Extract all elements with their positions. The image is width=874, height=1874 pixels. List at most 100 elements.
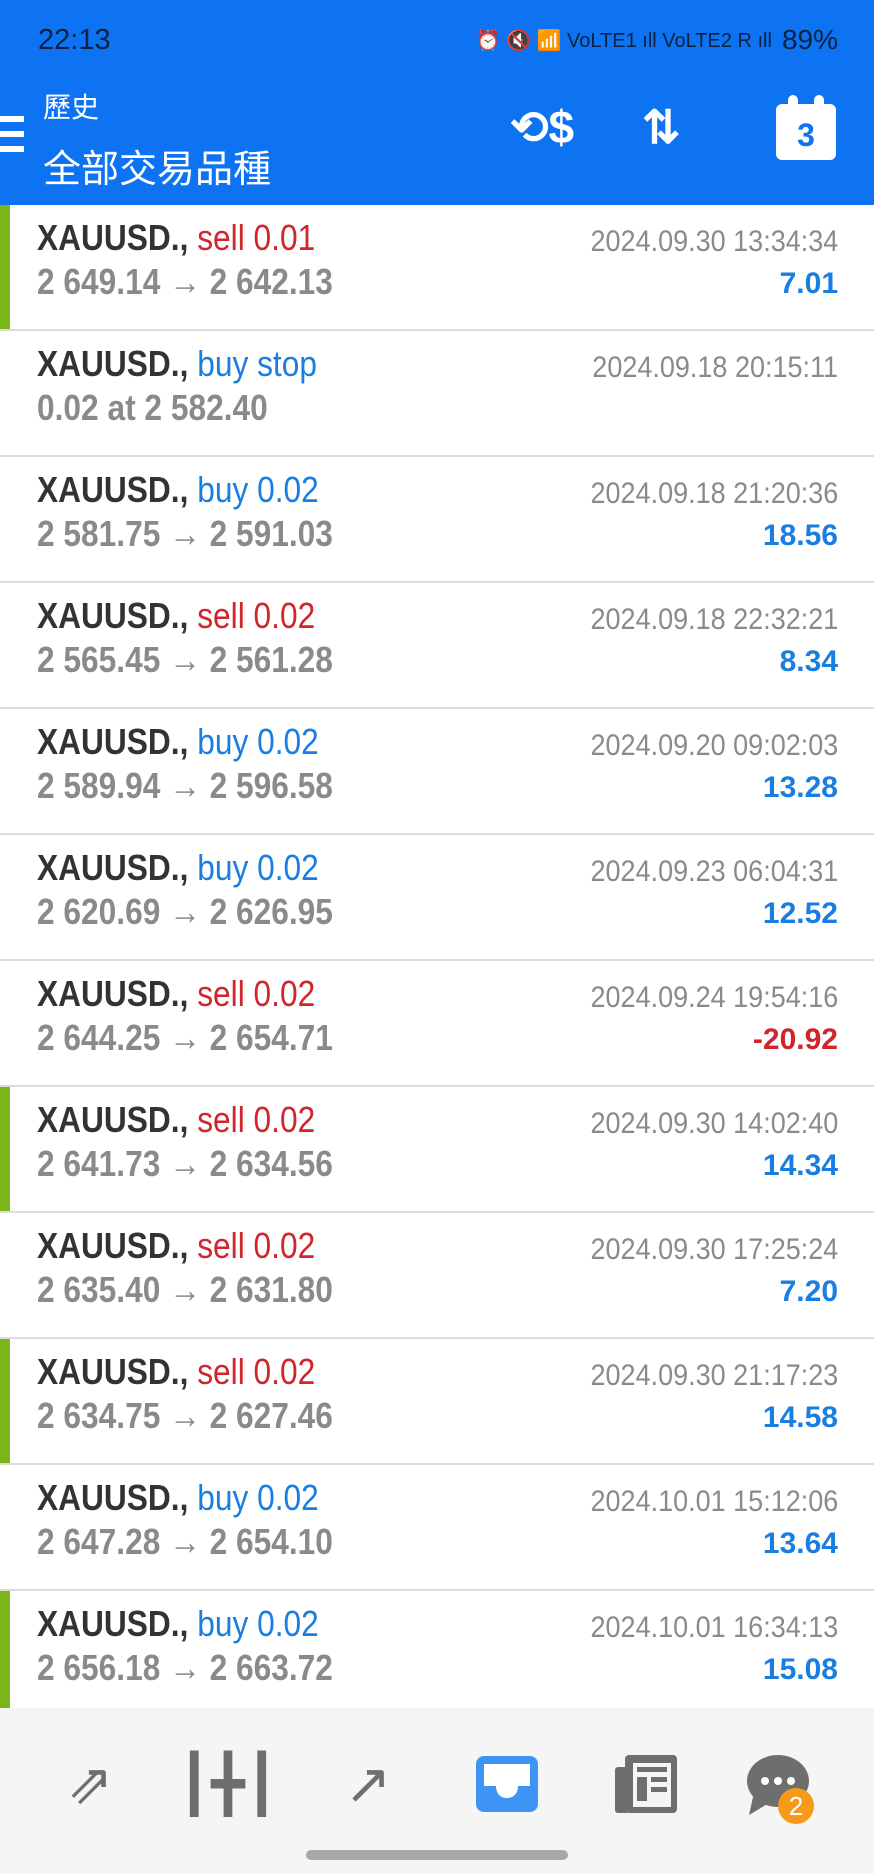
trade-row[interactable]: XAUUSD., sell 0.02 2 635.40 → 2 631.80 202… <box>0 1213 874 1339</box>
trade-prices: 2 647.28 → 2 654.10 <box>37 1521 333 1562</box>
position-marker <box>0 205 10 329</box>
bottom-nav: ⇗ ┃╋┃ ↗ 2 <box>0 1708 874 1874</box>
trade-symbol-line: XAUUSD., sell 0.02 <box>37 1351 315 1393</box>
trade-time: 2024.09.30 17:25:24 <box>590 1233 838 1266</box>
trade-prices: 2 565.45 → 2 561.28 <box>37 639 333 680</box>
trade-type: buy 0.02 <box>197 1477 319 1518</box>
trade-prices: 2 634.75 → 2 627.46 <box>37 1395 333 1436</box>
trade-type: buy 0.02 <box>197 847 319 888</box>
status-icons: ⏰ 🔇 📶 VoLTE1 ıll VoLTE2 R ıll <box>475 29 772 52</box>
trade-symbol-line: XAUUSD., buy 0.02 <box>37 847 319 889</box>
position-marker <box>0 1591 10 1715</box>
page-title[interactable]: 全部交易品種 <box>43 149 272 191</box>
trade-time: 2024.09.30 13:34:34 <box>590 225 838 258</box>
trade-row[interactable]: XAUUSD., buy stop 0.02 at 2 582.40 2024.09… <box>0 331 874 457</box>
trade-symbol-line: XAUUSD., buy 0.02 <box>37 1603 319 1645</box>
trade-profit: 12.52 <box>762 897 838 930</box>
status-bar: 22:13 ⏰ 🔇 📶 VoLTE1 ıll VoLTE2 R ıll 89% <box>38 20 838 60</box>
trade-row[interactable]: XAUUSD., sell 0.02 2 634.75 → 2 627.46 202… <box>0 1339 874 1465</box>
sort-icon[interactable]: ⇅ <box>642 101 681 153</box>
symbol: XAUUSD., <box>37 1225 189 1266</box>
symbol: XAUUSD., <box>37 217 189 258</box>
news-icon[interactable] <box>606 1744 686 1824</box>
trade-type: sell 0.02 <box>197 1099 316 1140</box>
chart-icon[interactable]: ┃╋┃ <box>177 1752 279 1815</box>
trade-row[interactable]: XAUUSD., sell 0.01 2 649.14 → 2 642.13 202… <box>0 205 874 331</box>
trade-time: 2024.09.18 22:32:21 <box>590 603 838 636</box>
trade-row[interactable]: XAUUSD., buy 0.02 2 647.28 → 2 654.10 2024… <box>0 1465 874 1591</box>
trade-prices: 2 635.40 → 2 631.80 <box>37 1269 333 1310</box>
trade-history-list: XAUUSD., sell 0.01 2 649.14 → 2 642.13 202… <box>0 205 874 1717</box>
trade-profit: 14.58 <box>762 1401 838 1434</box>
trade-time: 2024.10.01 15:12:06 <box>590 1485 838 1518</box>
trade-profit: 13.28 <box>762 771 838 804</box>
symbol: XAUUSD., <box>37 721 189 762</box>
trade-row[interactable]: XAUUSD., buy 0.02 2 656.18 → 2 663.72 2024… <box>0 1591 874 1717</box>
symbol: XAUUSD., <box>37 973 189 1014</box>
history-icon[interactable] <box>467 1744 547 1824</box>
trade-type: buy 0.02 <box>197 721 319 762</box>
trade-row[interactable]: XAUUSD., sell 0.02 2 641.73 → 2 634.56 202… <box>0 1087 874 1213</box>
symbol: XAUUSD., <box>37 469 189 510</box>
trade-time: 2024.09.24 19:54:16 <box>590 981 838 1014</box>
symbol: XAUUSD., <box>37 847 189 888</box>
chat-icon[interactable]: 2 <box>738 1744 818 1824</box>
trade-symbol-line: XAUUSD., buy 0.02 <box>37 721 319 763</box>
trade-symbol-line: XAUUSD., sell 0.02 <box>37 973 315 1015</box>
trade-type: sell 0.02 <box>197 973 316 1014</box>
symbol: XAUUSD., <box>37 1351 189 1392</box>
trade-prices: 2 641.73 → 2 634.56 <box>37 1143 333 1184</box>
trade-type: buy 0.02 <box>197 1603 319 1644</box>
quotes-icon[interactable]: ⇗ <box>66 1752 114 1815</box>
trade-row[interactable]: XAUUSD., buy 0.02 2 589.94 → 2 596.58 2024… <box>0 709 874 835</box>
trade-row[interactable]: XAUUSD., buy 0.02 2 581.75 → 2 591.03 2024… <box>0 457 874 583</box>
trade-time: 2024.09.30 21:17:23 <box>590 1359 838 1392</box>
trade-symbol-line: XAUUSD., buy 0.02 <box>37 1477 319 1519</box>
trade-profit: 13.64 <box>762 1527 838 1560</box>
trade-prices: 2 656.18 → 2 663.72 <box>37 1647 333 1688</box>
trade-type: buy stop <box>197 343 317 384</box>
trade-time: 2024.09.30 14:02:40 <box>590 1107 838 1140</box>
trade-time: 2024.09.18 20:15:11 <box>592 351 838 384</box>
position-marker <box>0 1087 10 1211</box>
calendar-day: 3 <box>797 117 815 153</box>
currency-exchange-icon[interactable]: ⟲$ <box>510 101 575 153</box>
trade-symbol-line: XAUUSD., sell 0.02 <box>37 1225 315 1267</box>
trade-time: 2024.10.01 16:34:13 <box>590 1611 838 1644</box>
app-header: 22:13 ⏰ 🔇 📶 VoLTE1 ıll VoLTE2 R ıll 89% 歷… <box>0 0 874 205</box>
menu-icon[interactable] <box>0 116 24 161</box>
trade-profit: 18.56 <box>762 519 838 552</box>
symbol: XAUUSD., <box>37 1603 189 1644</box>
trade-prices: 2 649.14 → 2 642.13 <box>37 261 333 302</box>
trade-profit: 7.01 <box>779 267 838 300</box>
symbol: XAUUSD., <box>37 1477 189 1518</box>
chat-badge: 2 <box>778 1788 814 1824</box>
position-marker <box>0 1339 10 1463</box>
trade-row[interactable]: XAUUSD., buy 0.02 2 620.69 → 2 626.95 2024… <box>0 835 874 961</box>
symbol: XAUUSD., <box>37 343 189 384</box>
home-indicator[interactable] <box>306 1850 568 1860</box>
trade-profit: 14.34 <box>762 1149 838 1182</box>
trade-profit: 8.34 <box>779 645 838 678</box>
trade-row[interactable]: XAUUSD., sell 0.02 2 565.45 → 2 561.28 202… <box>0 583 874 709</box>
trade-prices: 2 589.94 → 2 596.58 <box>37 765 333 806</box>
battery-level: 89% <box>781 24 838 55</box>
trade-profit: 7.20 <box>779 1275 838 1308</box>
trade-type: sell 0.02 <box>197 1225 316 1266</box>
trade-type: buy 0.02 <box>197 469 319 510</box>
trade-symbol-line: XAUUSD., buy 0.02 <box>37 469 319 511</box>
symbol: XAUUSD., <box>37 1099 189 1140</box>
trade-time: 2024.09.20 09:02:03 <box>590 729 838 762</box>
trade-prices: 0.02 at 2 582.40 <box>37 387 268 428</box>
trade-time: 2024.09.18 21:20:36 <box>590 477 838 510</box>
trade-icon[interactable]: ↗ <box>344 1752 392 1815</box>
trade-symbol-line: XAUUSD., buy stop <box>37 343 317 385</box>
page-subtitle: 歷史 <box>43 92 100 123</box>
symbol: XAUUSD., <box>37 595 189 636</box>
trade-row[interactable]: XAUUSD., sell 0.02 2 644.25 → 2 654.71 202… <box>0 961 874 1087</box>
trade-prices: 2 581.75 → 2 591.03 <box>37 513 333 554</box>
trade-time: 2024.09.23 06:04:31 <box>590 855 838 888</box>
trade-prices: 2 620.69 → 2 626.95 <box>37 891 333 932</box>
calendar-icon[interactable]: 3 <box>776 95 836 160</box>
trade-type: sell 0.02 <box>197 595 316 636</box>
